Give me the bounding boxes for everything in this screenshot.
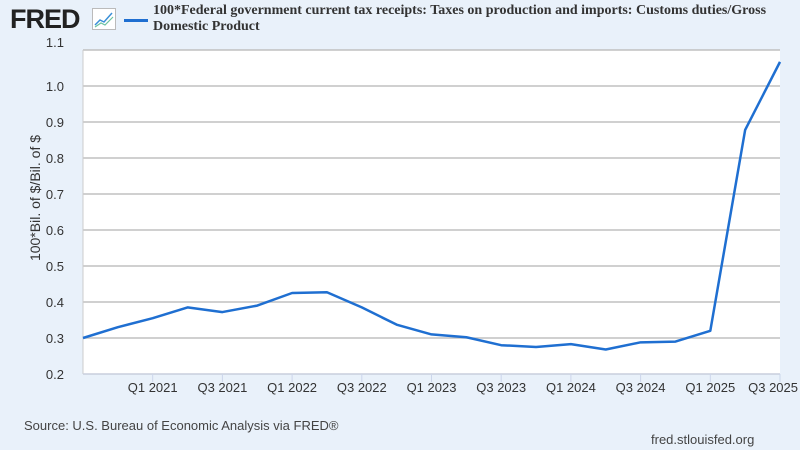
x-tick-label: Q3 2022 [337,380,387,395]
x-tick-label: Q1 2021 [128,380,178,395]
x-tick-label: Q1 2025 [685,380,735,395]
y-axis-label: 100*Bil. of $/Bil. of $ [27,134,43,262]
y-tick-label: 0.2 [46,367,64,382]
y-tick-label: 0.9 [46,115,64,130]
x-tick-label: Q3 2021 [197,380,247,395]
x-tick-label: Q1 2022 [267,380,317,395]
x-tick-label: Q1 2024 [546,380,596,395]
y-tick-label: 0.4 [46,295,64,310]
legend-swatch [124,19,148,22]
y-tick-label: 0.6 [46,223,64,238]
chart-title: 100*Federal government current tax recei… [153,3,767,34]
x-tick-label: Q3 2024 [616,380,666,395]
site-link[interactable]: fred.stlouisfed.org [651,432,755,447]
fred-logo[interactable]: FRED [10,4,80,34]
plot-area [83,50,780,374]
y-tick-label: 0.3 [46,331,64,346]
line-chart-icon[interactable] [92,8,116,30]
y-tick-label: 1.0 [46,79,64,94]
y-tick-label: 0.5 [46,259,64,274]
x-tick-label: Q1 2023 [407,380,457,395]
y-tick-label: 0.8 [46,151,64,166]
x-tick-label: Q3 2023 [476,380,526,395]
source-note: Source: U.S. Bureau of Economic Analysis… [24,418,339,433]
y-tick-label: 1.1 [46,35,64,50]
y-tick-label: 0.7 [46,187,64,202]
x-tick-label: Q3 2025 [748,380,798,395]
